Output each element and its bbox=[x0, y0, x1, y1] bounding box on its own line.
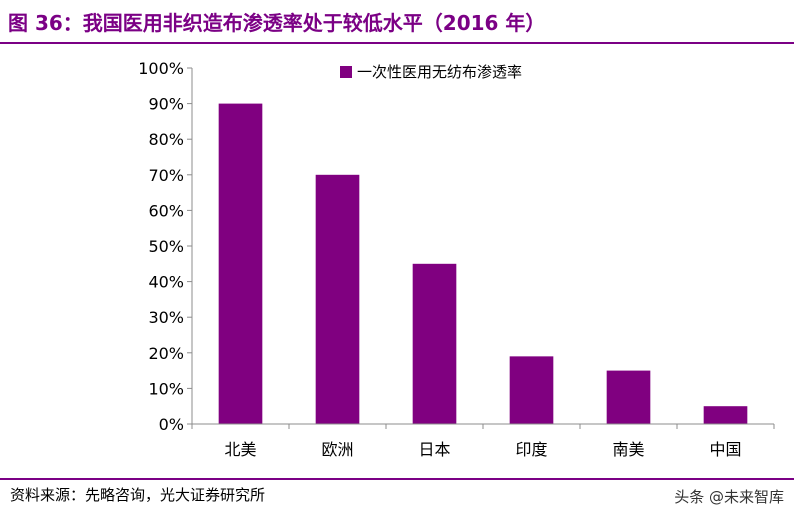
legend-label: 一次性医用无纺布渗透率 bbox=[357, 63, 522, 81]
bar bbox=[606, 370, 651, 424]
legend: 一次性医用无纺布渗透率 bbox=[340, 63, 522, 81]
x-tick-label: 南美 bbox=[612, 440, 644, 459]
y-tick-label: 0% bbox=[159, 415, 184, 434]
source-note: 资料来源：先略咨询，光大证券研究所 bbox=[10, 486, 266, 504]
y-tick-label: 60% bbox=[148, 201, 184, 220]
y-tick-label: 50% bbox=[148, 237, 184, 256]
source-divider bbox=[0, 478, 794, 480]
y-tick-label: 100% bbox=[138, 59, 184, 78]
bar bbox=[315, 174, 360, 424]
y-tick-label: 10% bbox=[148, 379, 184, 398]
bar bbox=[509, 356, 554, 424]
figure-title: 图 36：我国医用非织造布渗透率处于较低水平（2016 年） bbox=[8, 11, 546, 35]
x-tick-label: 中国 bbox=[709, 440, 741, 459]
y-tick-label: 80% bbox=[148, 130, 184, 149]
watermark: 头条 @未来智库 bbox=[674, 488, 784, 506]
x-axis: 北美 欧洲 日本 印度 南美 中国 bbox=[191, 423, 775, 459]
y-axis: 0% 10% 20% 30% 40% 50% 60% 70% 80% 90% 100% bbox=[138, 59, 193, 434]
x-tick-label: 印度 bbox=[515, 440, 547, 459]
x-tick-label: 北美 bbox=[224, 440, 256, 459]
bar bbox=[218, 103, 263, 424]
y-tick-label: 90% bbox=[148, 95, 184, 114]
y-tick-label: 40% bbox=[148, 273, 184, 292]
bar-chart: 0% 10% 20% 30% 40% 50% 60% 70% 80% 90% 100% 北美 欧洲 日本… bbox=[138, 59, 775, 459]
title-divider bbox=[0, 42, 794, 44]
y-tick-label: 20% bbox=[148, 344, 184, 363]
x-tick-label: 欧洲 bbox=[321, 440, 353, 459]
y-tick-label: 70% bbox=[148, 166, 184, 185]
legend-swatch bbox=[340, 66, 352, 78]
bar bbox=[412, 263, 457, 424]
bar bbox=[703, 406, 748, 424]
y-tick-label: 30% bbox=[148, 308, 184, 327]
x-tick-label: 日本 bbox=[418, 440, 450, 459]
bars bbox=[218, 103, 748, 424]
